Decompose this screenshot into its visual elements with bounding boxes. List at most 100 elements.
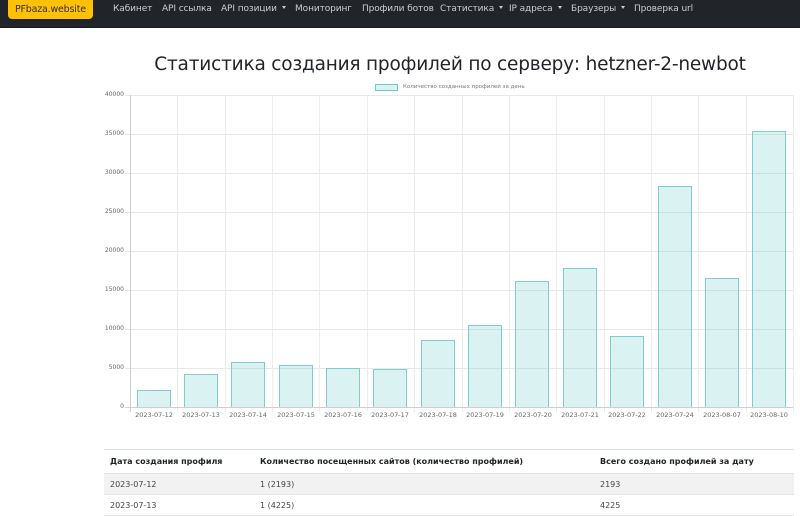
chart-bar[interactable]: [658, 186, 692, 407]
chart-bar[interactable]: [137, 390, 171, 407]
chart-bar[interactable]: [610, 336, 644, 407]
chart-bar[interactable]: [421, 340, 455, 407]
bar-chart: Количество созданных профилей за день 40…: [104, 82, 794, 419]
gridline-horizontal: [125, 95, 793, 96]
gridline-vertical: [604, 95, 605, 412]
y-axis-tick-label: 25000: [104, 208, 124, 215]
nav-item-label: API ссылка: [162, 4, 212, 14]
cell-date: 2023-07-12: [104, 473, 254, 495]
chart-bar[interactable]: [373, 369, 407, 407]
x-axis-tick-label: 2023-07-12: [135, 411, 173, 419]
column-header-sites-visited: Количество посещенных сайтов (количество…: [254, 449, 594, 474]
gridline-vertical: [272, 95, 273, 412]
column-header-total-created: Всего создано профилей за дату: [594, 449, 794, 474]
gridline-vertical: [414, 95, 415, 412]
gridline-vertical: [556, 95, 557, 412]
caret-down-icon: [281, 6, 286, 9]
nav-item-label: API позиции: [221, 4, 277, 14]
cell-total-created: 2193: [594, 473, 794, 495]
cell-sites-visited: 1 (4225): [254, 494, 594, 516]
cell-date: 2023-07-13: [104, 494, 254, 516]
y-axis-tick-label: 5000: [108, 364, 124, 371]
chart-bar[interactable]: [705, 278, 739, 407]
x-axis-tick-label: 2023-08-07: [703, 411, 741, 419]
chart-bar[interactable]: [563, 268, 597, 407]
y-axis-tick-label: 15000: [104, 286, 124, 293]
chart-bar[interactable]: [184, 374, 218, 407]
nav-item-3[interactable]: API позиции: [221, 4, 286, 14]
x-axis-tick-label: 2023-07-24: [656, 411, 694, 419]
table-row: 2023-07-12 1 (2193) 2193: [104, 473, 794, 495]
x-axis-tick-label: 2023-07-19: [466, 411, 504, 419]
nav-item-label: Кабинет: [113, 4, 153, 14]
y-axis-tick-label: 35000: [104, 130, 124, 137]
gridline-vertical: [462, 95, 463, 412]
y-axis-tick-label: 20000: [104, 247, 124, 254]
chart-bar[interactable]: [752, 131, 786, 407]
gridline-horizontal: [125, 251, 793, 252]
gridline-vertical: [319, 95, 320, 412]
x-axis-tick-label: 2023-08-10: [750, 411, 788, 419]
y-axis-tick-label: 40000: [104, 91, 124, 98]
x-axis-tick-label: 2023-07-16: [324, 411, 362, 419]
cell-total-created: 4225: [594, 494, 794, 516]
x-axis-tick-label: 2023-07-20: [514, 411, 552, 419]
nav-item-8[interactable]: Браузеры: [571, 4, 626, 14]
gridline-vertical: [177, 95, 178, 412]
chart-bar[interactable]: [468, 325, 502, 407]
chart-legend[interactable]: Количество созданных профилей за день: [375, 82, 525, 92]
column-header-date: Дата создания профиля: [104, 449, 254, 474]
nav-item-label: Мониторинг: [295, 4, 352, 14]
legend-label: Количество созданных профилей за день: [403, 84, 525, 90]
nav-item-9[interactable]: Проверка url: [634, 4, 693, 14]
nav-item-1[interactable]: Кабинет: [113, 4, 152, 14]
x-axis-tick-label: 2023-07-15: [277, 411, 315, 419]
caret-down-icon: [557, 6, 562, 9]
nav-item-7[interactable]: IP адреса: [509, 4, 562, 14]
x-axis-tick-label: 2023-07-18: [419, 411, 457, 419]
nav-item-label: Браузеры: [571, 4, 617, 14]
gridline-horizontal: [125, 368, 793, 369]
gridline-horizontal: [125, 173, 793, 174]
table-header-row: Дата создания профиля Количество посещен…: [104, 449, 794, 474]
gridline-vertical: [509, 95, 510, 412]
gridline-horizontal: [125, 290, 793, 291]
chart-bar[interactable]: [279, 365, 313, 407]
profiles-table: Дата создания профиля Количество посещен…: [104, 449, 794, 516]
nav-item-5[interactable]: Профили ботов: [362, 4, 434, 14]
page-title: Статистика создания профилей по серверу:…: [0, 54, 800, 75]
chart-bar[interactable]: [326, 368, 360, 407]
chart-bar[interactable]: [515, 281, 549, 407]
nav-item-label: Статистика: [440, 4, 495, 14]
nav-item-label: IP адреса: [509, 4, 553, 14]
y-axis-tick-label: 0: [120, 403, 124, 410]
caret-down-icon: [621, 6, 626, 9]
table-row: 2023-07-13 1 (4225) 4225: [104, 494, 794, 516]
nav-item-label: Проверка url: [634, 4, 694, 14]
gridline-vertical: [651, 95, 652, 412]
brand-logo-button[interactable]: PFbaza.website: [8, 0, 93, 19]
x-axis-tick-label: 2023-07-21: [561, 411, 599, 419]
x-axis-tick-label: 2023-07-22: [608, 411, 646, 419]
nav-item-6[interactable]: Статистика: [440, 4, 504, 14]
x-axis-tick-label: 2023-07-14: [229, 411, 267, 419]
legend-swatch-icon: [375, 83, 398, 91]
cell-sites-visited: 1 (2193): [254, 473, 594, 495]
x-axis-tick-label: 2023-07-13: [182, 411, 220, 419]
x-axis-tick-label: 2023-07-17: [371, 411, 409, 419]
page-title-text: Статистика создания профилей по серверу:…: [154, 54, 746, 75]
gridline-horizontal: [125, 329, 793, 330]
chart-bar[interactable]: [231, 362, 265, 407]
y-axis-line: [130, 95, 131, 412]
gridline-horizontal: [125, 212, 793, 213]
gridline-vertical: [698, 95, 699, 412]
nav-item-4[interactable]: Мониторинг: [295, 4, 352, 14]
x-axis-line: [125, 407, 793, 408]
y-axis-tick-label: 10000: [104, 325, 124, 332]
gridline-vertical: [746, 95, 747, 412]
caret-down-icon: [499, 6, 504, 9]
gridline-horizontal: [125, 134, 793, 135]
gridline-vertical: [367, 95, 368, 412]
gridline-vertical: [793, 95, 794, 412]
nav-item-2[interactable]: API ссылка: [162, 4, 212, 14]
